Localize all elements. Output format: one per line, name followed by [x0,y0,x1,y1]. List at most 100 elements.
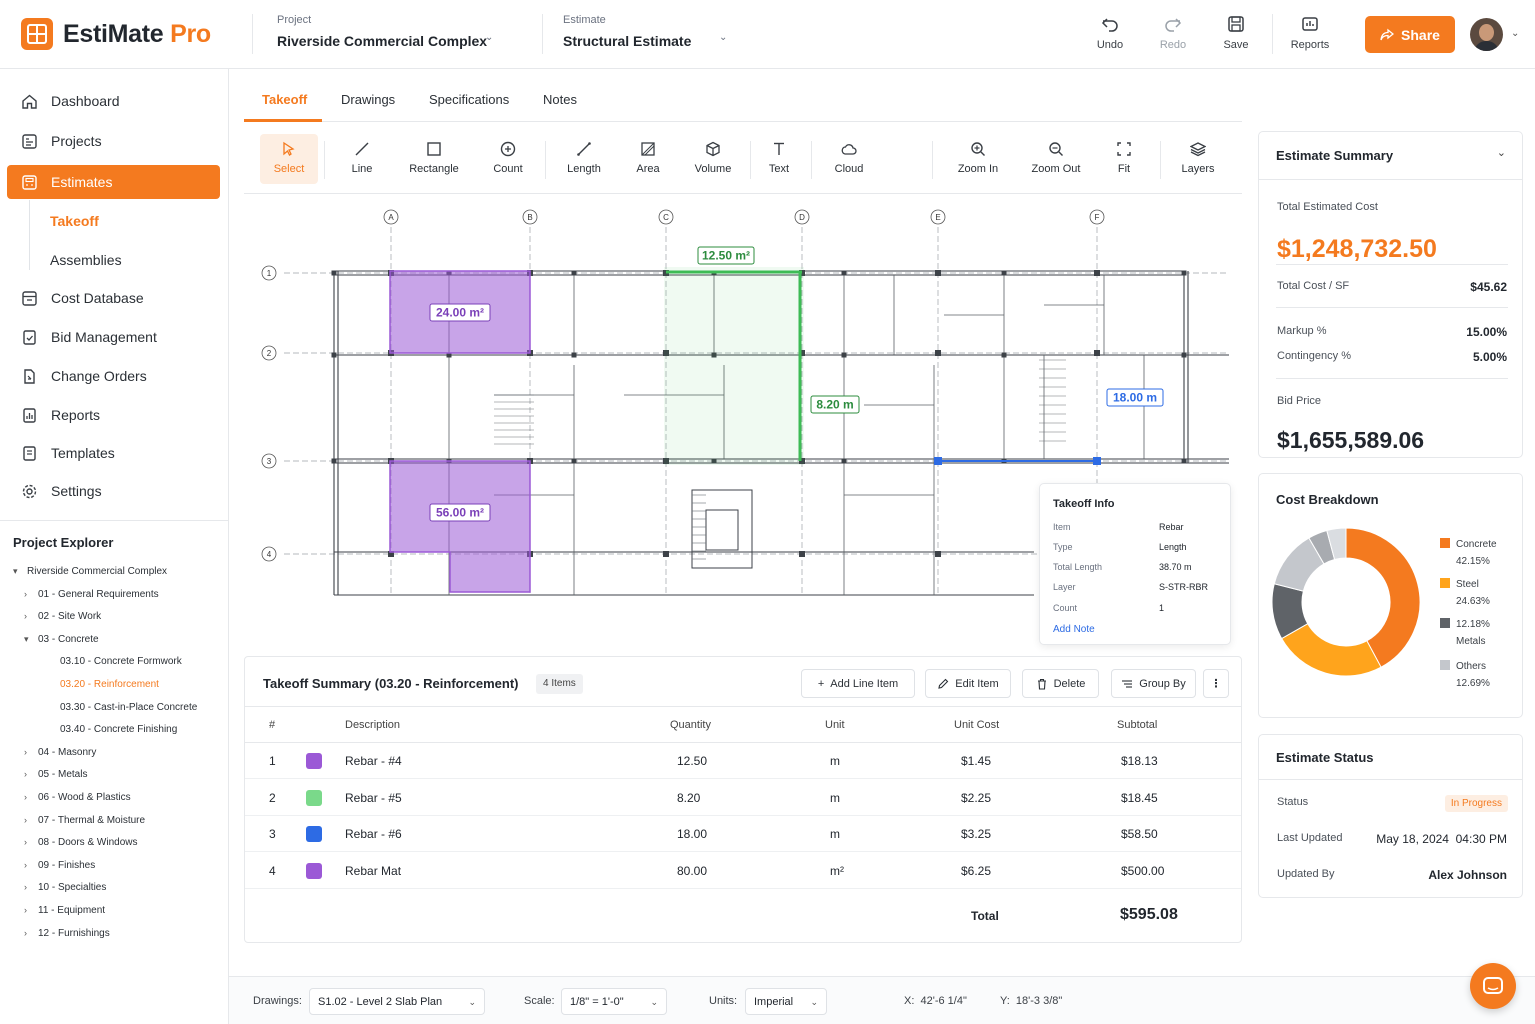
tool-text[interactable]: Text [752,134,806,184]
tool-line[interactable]: Line [332,134,392,184]
undo-button[interactable]: Undo [1080,15,1140,51]
tree-item[interactable]: › 10 - Specialties [24,882,107,894]
cell-sub: $58.50 [1121,827,1158,841]
chevron-right-icon[interactable]: › [24,859,27,870]
chevron-right-icon[interactable]: › [24,769,27,780]
app-logo[interactable]: EstiMate Pro [21,18,211,50]
cell-num: 1 [269,754,276,768]
reports-button[interactable]: Reports [1280,15,1340,51]
tab-specifications[interactable]: Specifications [429,92,510,107]
tree-item[interactable]: 03.40 - Concrete Finishing [60,724,178,736]
table-row[interactable]: 3 Rebar - #6 18.00 m $3.25 $58.50 [245,816,1241,852]
tool-layers[interactable]: Layers [1170,134,1226,184]
tree-item[interactable]: › 06 - Wood & Plastics [24,792,131,803]
table-row[interactable]: 2 Rebar - #5 8.20 m $2.25 $18.45 [245,780,1241,816]
projects-icon [22,133,37,149]
sidebar-subitem-takeoff[interactable]: Takeoff [50,213,99,229]
tab-takeoff[interactable]: Takeoff [262,92,308,107]
group-by-button[interactable]: Group By [1111,669,1196,698]
delete-button[interactable]: Delete [1022,669,1099,698]
tree-item[interactable]: ▾ 03 - Concrete [24,633,99,645]
estimate-label: Estimate [563,14,606,26]
sidebar-item-change-orders[interactable]: Change Orders [7,359,220,393]
units-select[interactable]: Imperial ⌄ [745,988,827,1015]
tool-count[interactable]: Count [478,134,538,184]
add-line-item-button[interactable]: + Add Line Item [801,669,915,698]
table-row[interactable]: 4 Rebar Mat 80.00 m² $6.25 $500.00 [245,853,1241,889]
legend-swatch [1440,660,1450,670]
grid-col-label: A [388,213,394,222]
tool-zoom-in[interactable]: Zoom In [944,134,1012,184]
estimate-picker[interactable]: Estimate Structural Estimate ⌄ [563,14,733,49]
tree-item[interactable]: 03.10 - Concrete Formwork [60,656,182,668]
tree-item[interactable]: › 11 - Equipment [24,905,106,916]
table-row[interactable]: 1 Rebar - #4 12.50 m $1.45 $18.13 [245,743,1241,779]
tree-item[interactable]: › 12 - Furnishings [24,927,110,939]
sidebar-item-projects[interactable]: Projects [7,124,220,158]
chevron-right-icon[interactable]: › [24,927,27,938]
sidebar-item-bid-management[interactable]: Bid Management [7,320,220,354]
more-options-button[interactable]: ⋮ [1203,669,1229,698]
scale-select[interactable]: 1/8" = 1'-0" ⌄ [561,988,667,1015]
sidebar-subitem-assemblies[interactable]: Assemblies [50,252,122,268]
chevron-right-icon[interactable]: › [24,814,27,825]
chevron-down-icon[interactable]: ▾ [24,633,29,644]
tool-volume[interactable]: Volume [684,134,742,184]
save-icon [1228,16,1244,32]
tool-area[interactable]: Area [619,134,677,184]
legend-percent: 42.15% [1456,556,1490,567]
area-label-3: 12.50 m² [697,246,755,265]
sidebar-item-settings[interactable]: Settings [7,474,220,508]
estimate-summary-title[interactable]: Estimate Summary [1276,148,1394,163]
tree-item[interactable]: › 04 - Masonry [24,746,97,758]
tree-item[interactable]: ▾ Riverside Commercial Complex [13,566,168,577]
sidebar-item-templates[interactable]: Templates [7,436,220,470]
tool-zoom-out[interactable]: Zoom Out [1020,134,1092,184]
layer-color-swatch [306,789,322,806]
chat-support-button[interactable] [1470,963,1516,1009]
legend-percent: 12.18% [1456,619,1490,630]
chevron-right-icon[interactable]: › [24,792,27,802]
tab-notes[interactable]: Notes [543,92,577,107]
redo-button[interactable]: Redo [1143,15,1203,51]
user-avatar[interactable] [1470,18,1503,51]
add-note-link[interactable]: Add Note [1053,624,1095,635]
drawing-select[interactable]: S1.02 - Level 2 Slab Plan ⌄ [309,988,485,1015]
edit-item-button[interactable]: Edit Item [925,669,1011,698]
tool-length[interactable]: Length [554,134,614,184]
tree-item[interactable]: 03.30 - Cast-in-Place Concrete [60,701,198,713]
col-header-description: Description [345,719,401,731]
cell-cost: $2.25 [961,790,992,805]
chevron-right-icon[interactable]: › [24,837,27,848]
tree-item[interactable]: › 02 - Site Work [24,611,102,623]
tool-rectangle[interactable]: Rectangle [399,134,469,184]
sidebar-item-cost-database[interactable]: Cost Database [7,281,220,315]
tree-item[interactable]: › 09 - Finishes [24,859,96,871]
tree-item[interactable]: › 08 - Doors & Windows [24,837,138,849]
share-button[interactable]: Share [1365,16,1455,53]
chevron-right-icon[interactable]: › [24,611,27,622]
project-picker[interactable]: Project Riverside Commercial Complex ⌄ [277,14,502,49]
col-header-subtotal: Subtotal [1117,719,1158,731]
chevron-down-icon[interactable]: ▾ [13,566,18,576]
sidebar-item-estimates[interactable]: Estimates [7,165,220,199]
chevron-down-icon[interactable]: ⌄ [1496,147,1506,159]
chevron-right-icon[interactable]: › [24,746,27,757]
chevron-right-icon[interactable]: › [24,882,27,893]
sidebar-item-dashboard[interactable]: Dashboard [7,84,220,118]
chevron-right-icon[interactable]: › [24,588,27,599]
tab-drawings[interactable]: Drawings [341,92,396,107]
floor-plan-svg[interactable]: 24.00 m² 56.00 m² 12.50 m² 8.20 m 18.00 m A B C… [244,195,1242,653]
tree-item[interactable]: › 07 - Thermal & Moisture [24,814,146,826]
tool-fit[interactable]: Fit [1100,134,1148,184]
sidebar-item-reports[interactable]: Reports [7,398,220,432]
chevron-right-icon[interactable]: › [24,905,27,915]
chevron-down-icon[interactable]: ⌄ [1511,28,1520,39]
tool-select[interactable]: Select [260,134,318,184]
tool-cloud[interactable]: Cloud [819,134,879,184]
tree-item[interactable]: 03.20 - Reinforcement [60,679,159,690]
tree-item[interactable]: › 01 - General Requirements [24,588,159,600]
tree-item[interactable]: › 05 - Metals [24,769,88,781]
save-button[interactable]: Save [1206,15,1266,51]
estimate-summary-card: Estimate Summary ⌄ Total Estimated Cost … [1258,131,1523,458]
